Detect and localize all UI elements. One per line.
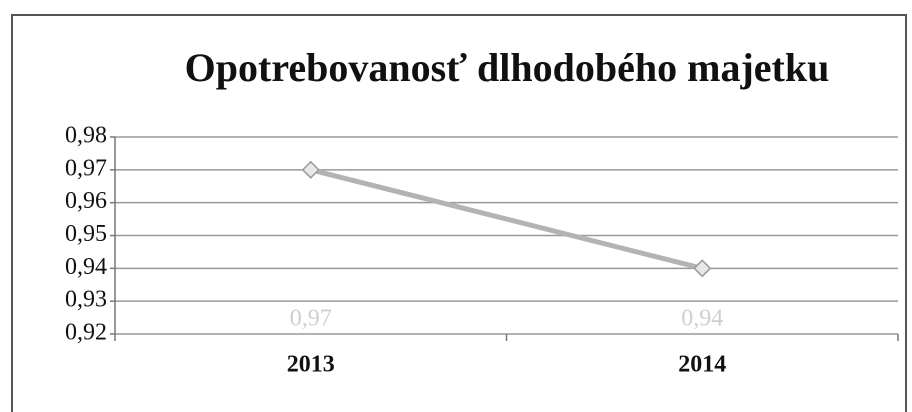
chart-frame: [11, 14, 907, 412]
y-tick-label: 0,92: [65, 320, 107, 346]
y-tick-label: 0,98: [65, 123, 107, 149]
marker: [693, 259, 712, 278]
data-label: 0,97: [290, 306, 332, 332]
chart-title: Opotrebovanosť dlhodobého majetku: [185, 45, 830, 90]
x-tick-label: 2014: [678, 352, 726, 378]
x-tick-label: 2013: [287, 352, 335, 378]
y-tick-label: 0,96: [65, 188, 107, 214]
data-label: 0,94: [681, 306, 723, 332]
line: [310, 167, 703, 271]
y-tick-label: 0,94: [65, 254, 107, 280]
marker: [301, 160, 320, 179]
y-tick-label: 0,97: [65, 155, 107, 181]
y-tick-label: 0,93: [65, 287, 107, 313]
y-tick-label: 0,95: [65, 221, 107, 247]
